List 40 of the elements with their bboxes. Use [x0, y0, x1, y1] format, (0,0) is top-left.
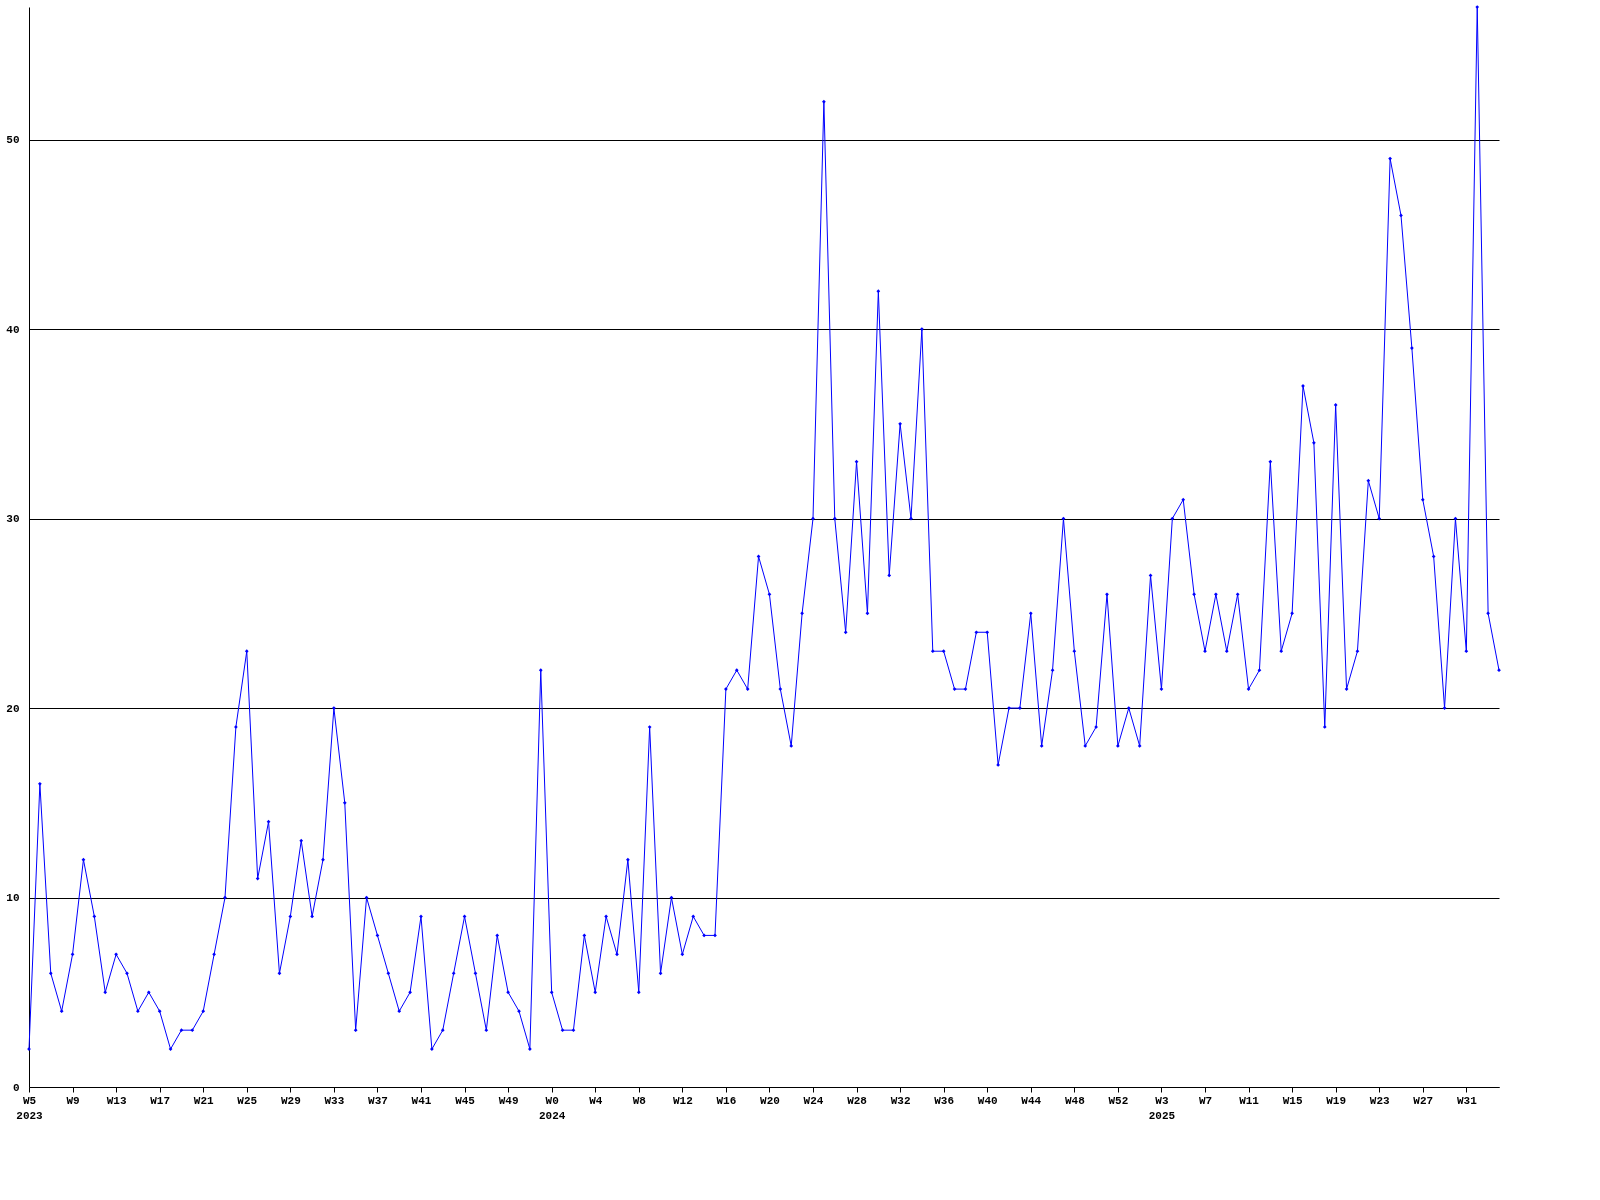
x-tick-label: W3 2025: [1148, 1094, 1176, 1122]
x-tick-label: W48: [1064, 1094, 1086, 1107]
x-tick-label: W33: [324, 1094, 345, 1107]
x-tick-label: W25: [237, 1094, 258, 1107]
y-tick-label: 40: [6, 323, 20, 336]
x-tick-label: W4: [589, 1094, 603, 1107]
x-tick-label: W13: [106, 1094, 127, 1107]
x-tick-label: W5 2023: [16, 1094, 44, 1122]
x-tick-label: W7: [1198, 1094, 1213, 1107]
x-tick-label: W0 2024: [538, 1094, 566, 1122]
y-tick-label: 20: [6, 702, 20, 715]
x-tick-label: W9: [66, 1094, 80, 1107]
x-tick-label: W21: [193, 1094, 215, 1107]
x-tick-label: W44: [1021, 1094, 1042, 1107]
x-tick-label: W31: [1456, 1094, 1478, 1107]
x-tick-label: W20: [760, 1094, 780, 1107]
x-tick-label: W23: [1369, 1094, 1391, 1107]
x-tick-label: W41: [411, 1094, 432, 1107]
x-tick-label: W45: [455, 1094, 476, 1107]
x-tick-label: W40: [977, 1094, 998, 1107]
x-tick-label: W36: [934, 1094, 955, 1107]
x-tick-label: W52: [1108, 1094, 1129, 1107]
x-tick-label: W12: [672, 1094, 693, 1107]
x-tick-label: W19: [1326, 1094, 1347, 1107]
x-tick-label: W28: [847, 1094, 868, 1107]
x-tick-label: W24: [803, 1094, 824, 1107]
x-tick-label: W16: [716, 1094, 737, 1107]
x-tick-label: W27: [1413, 1094, 1434, 1107]
y-tick-label: 0: [12, 1081, 20, 1094]
x-tick-label: W29: [280, 1094, 301, 1107]
x-tick-label: W15: [1282, 1094, 1303, 1107]
x-tick-label: W49: [498, 1094, 519, 1107]
y-tick-label: 50: [6, 134, 20, 147]
y-tick-label: 30: [6, 513, 20, 526]
y-tick-label: 10: [6, 892, 20, 905]
x-tick-label: W37: [368, 1094, 388, 1107]
x-tick-label: W8: [632, 1094, 647, 1107]
x-tick-label: W17: [150, 1094, 171, 1107]
x-tick-label: W32: [890, 1094, 911, 1107]
x-tick-label: W11: [1239, 1094, 1260, 1107]
